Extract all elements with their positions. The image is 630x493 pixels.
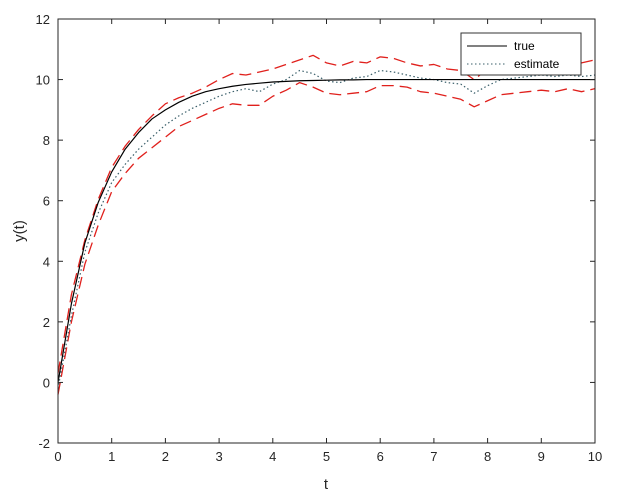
x-tick-label: 2 xyxy=(162,449,169,464)
x-tick-label: 5 xyxy=(323,449,330,464)
y-tick-label: -2 xyxy=(38,436,50,451)
x-axis-label: t xyxy=(324,476,329,493)
x-tick-label: 0 xyxy=(54,449,61,464)
legend-label-true: true xyxy=(514,39,535,53)
legend: true estimate xyxy=(460,32,582,76)
series-line-upper-bound xyxy=(57,54,596,374)
x-tick-label: 4 xyxy=(269,449,276,464)
y-tick-label: 10 xyxy=(36,73,50,88)
series-layer xyxy=(57,54,596,395)
y-tick-label: 8 xyxy=(43,133,50,148)
series-line-lower-bound xyxy=(57,81,596,395)
series-line-estimate xyxy=(57,69,596,389)
x-tick-label: 6 xyxy=(377,449,384,464)
plot-area xyxy=(58,19,595,443)
legend-label-estimate: estimate xyxy=(514,57,560,71)
x-tick-label: 8 xyxy=(484,449,491,464)
y-tick-label: 4 xyxy=(43,254,50,269)
legend-box xyxy=(460,32,582,76)
x-tick-label: 10 xyxy=(588,449,602,464)
x-tick-label: 1 xyxy=(108,449,115,464)
x-tick-label: 9 xyxy=(538,449,545,464)
series-line-true xyxy=(57,78,595,383)
y-axis-label: y(t) xyxy=(11,220,28,242)
y-tick-label: 12 xyxy=(36,12,50,27)
y-tick-label: 6 xyxy=(43,194,50,209)
y-tick-label: 2 xyxy=(43,315,50,330)
y-tick-label: 0 xyxy=(43,375,50,390)
x-tick-label: 3 xyxy=(215,449,222,464)
x-tick-label: 7 xyxy=(430,449,437,464)
